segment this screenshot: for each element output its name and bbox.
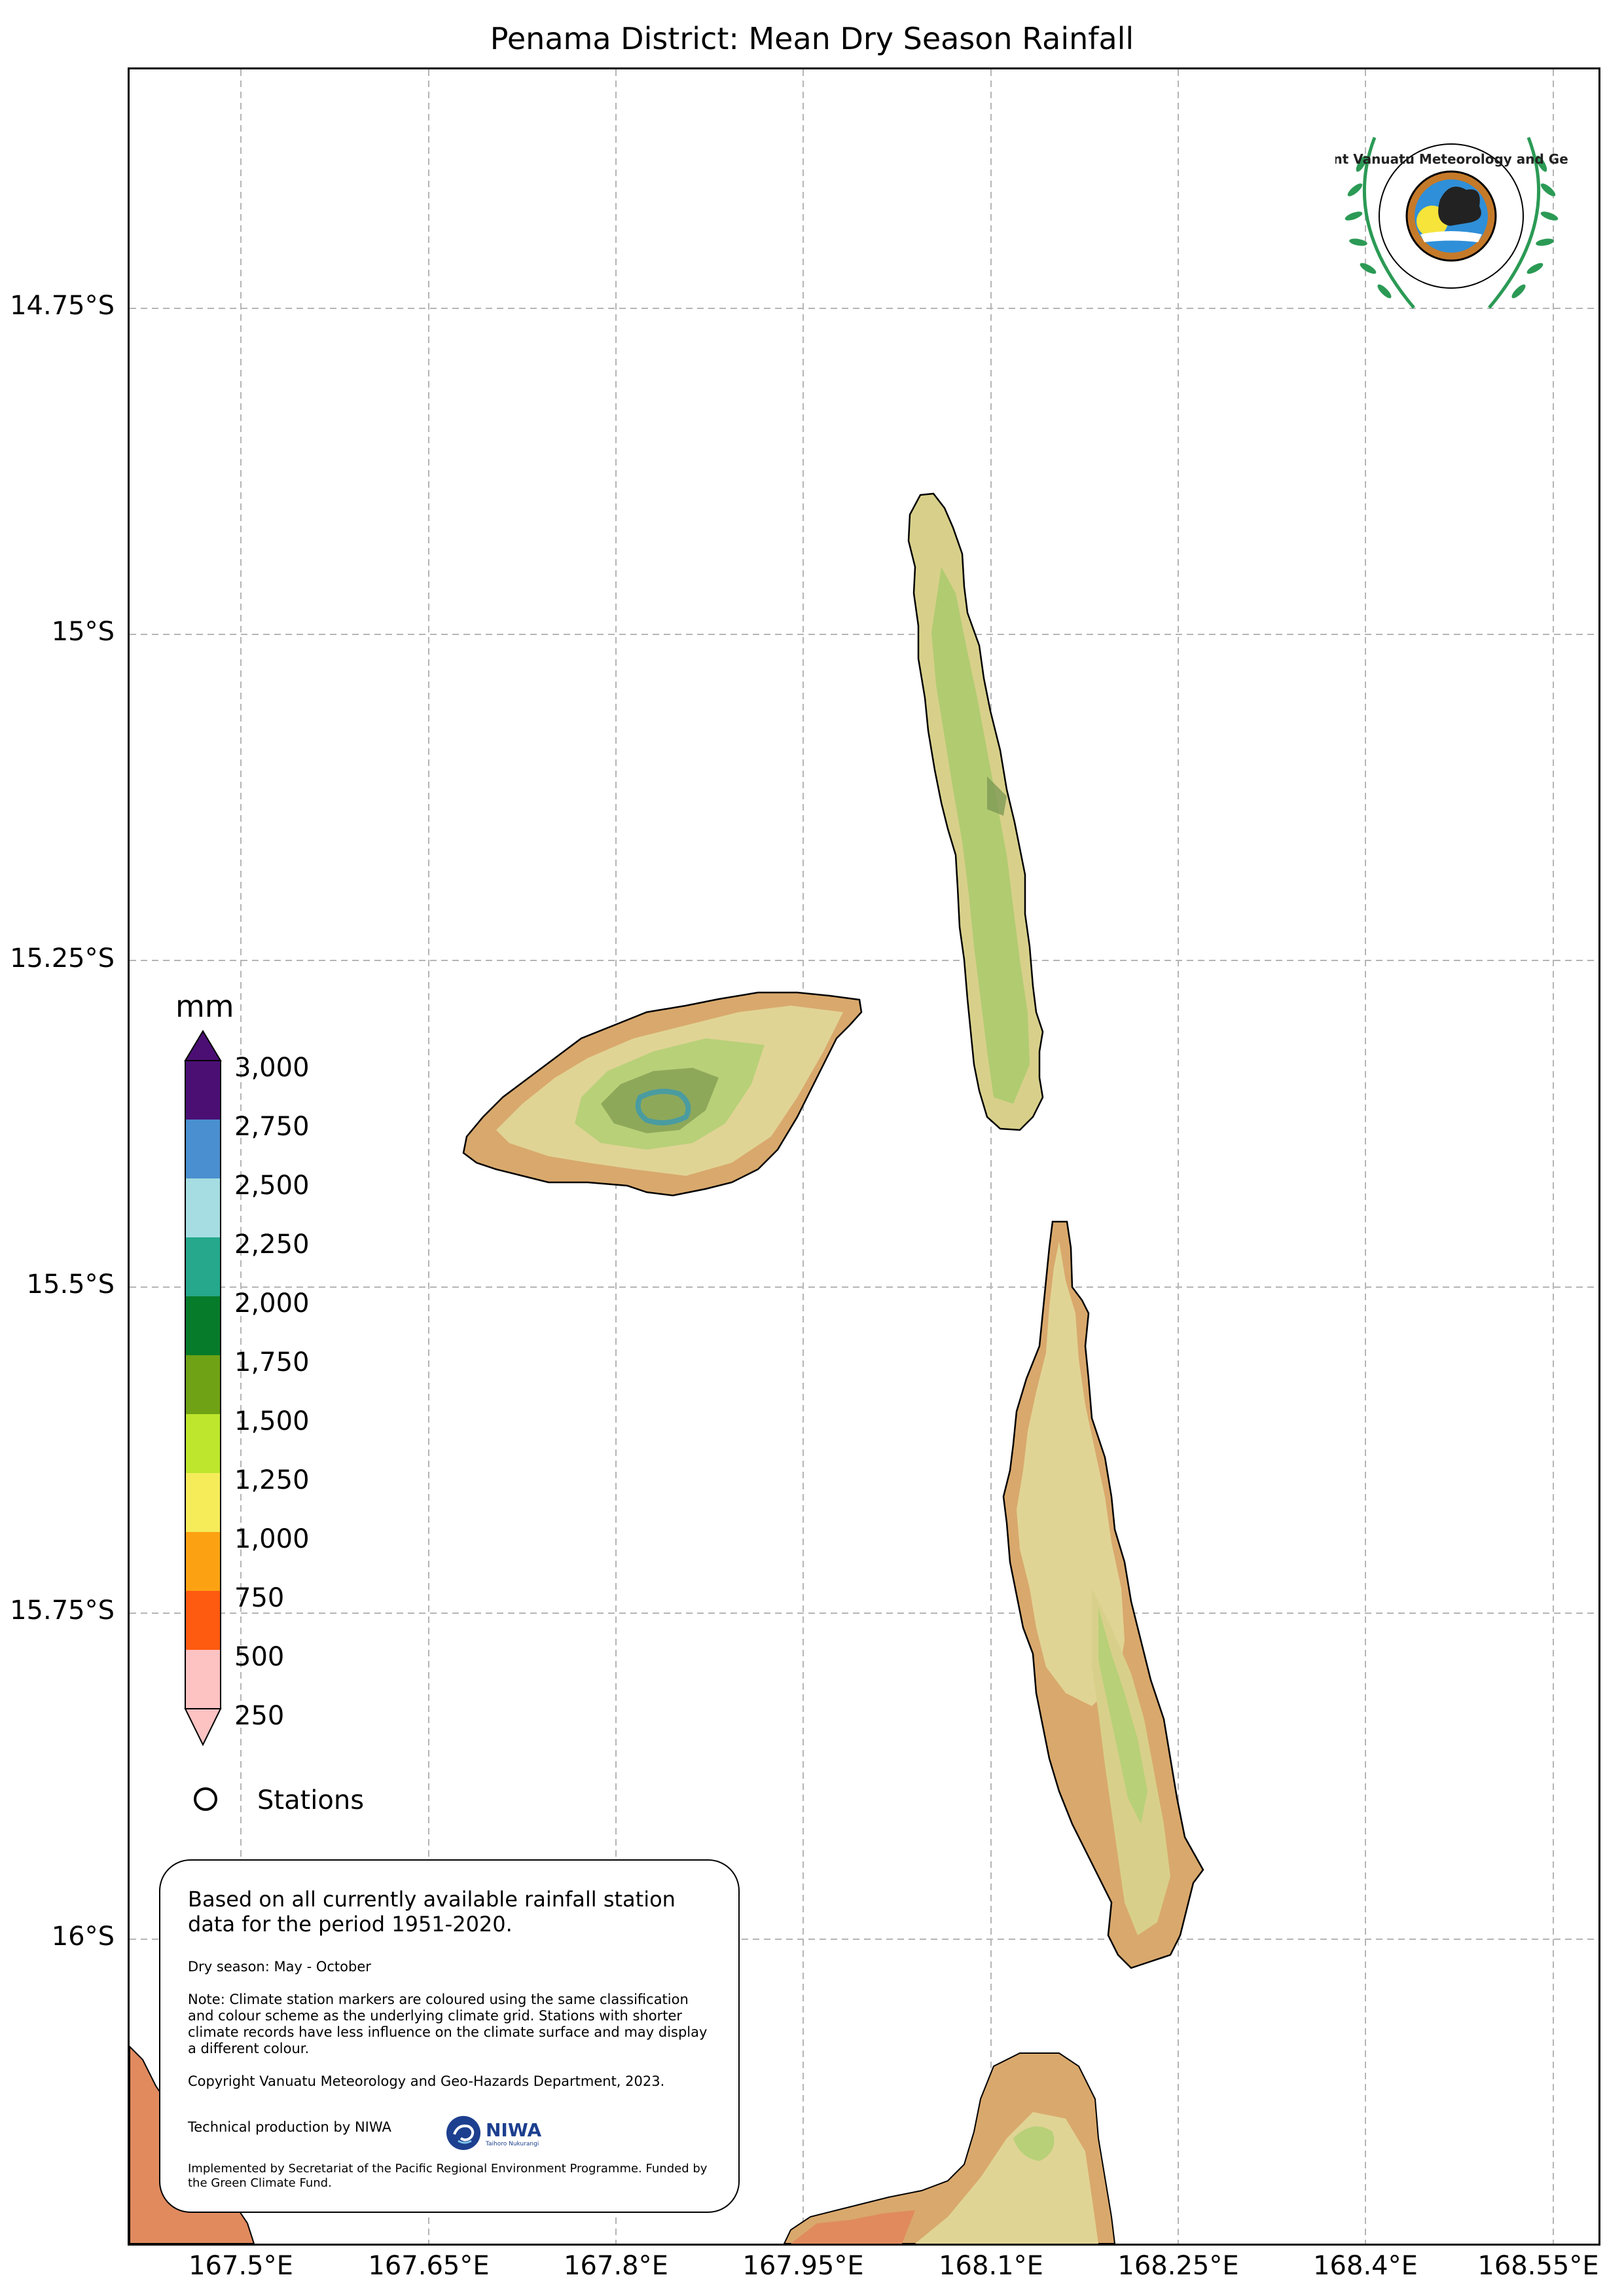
info-season: Dry season: May - October [188,1959,371,1975]
colorbar-label: 1,750 [234,1347,310,1377]
cb-band-250-500 [185,1650,221,1709]
cb-band-1500-1750 [185,1355,221,1414]
info-note: Note: Climate station markers are colour… [188,1992,708,2056]
colorbar-label: 2,000 [234,1288,310,1319]
info-box: Based on all currently available rainfal… [159,1859,740,2213]
colorbar-label: 1,250 [234,1465,310,1495]
vmgd-seal-icon: Department Vanuatu Meteorology and Geo-H… [1260,137,1624,309]
lon-label: 168.4°E [1313,2251,1418,2281]
colorbar-label: 1,000 [234,1524,310,1554]
niwa-name: NIWA [486,2119,542,2141]
colorbar-label: 3,000 [234,1053,310,1083]
lat-label: 14.75°S [10,291,115,321]
info-funding: Implemented by Secretariat of the Pacifi… [188,2162,708,2190]
lon-label: 168.1°E [939,2251,1043,2281]
niwa-subtitle: Taihoro Nukurangi [486,2140,539,2147]
island-pentecost [1002,1220,1204,1969]
colorbar-top-arrow [184,1030,222,1061]
cb-band-1750-2000 [185,1296,221,1355]
colorbar-label: 2,500 [234,1171,310,1201]
lat-label: 15.5°S [26,1269,115,1300]
cb-band-2000-2250 [185,1237,221,1296]
pentecost-green-core [1098,1608,1147,1824]
lon-label: 167.65°E [368,2251,490,2281]
colorbar-label: 250 [234,1701,285,1731]
info-copyright: Copyright Vanuatu Meteorology and Geo-Ha… [188,2073,665,2089]
stations-legend-label: Stations [257,1785,365,1815]
island-ambrym-partial [783,2052,1116,2244]
lon-label: 167.95°E [742,2251,864,2281]
cb-band-750-1000 [185,1532,221,1591]
colorbar-label: 750 [234,1583,285,1613]
colorbar-label: 500 [234,1642,285,1672]
lat-label: 15.75°S [10,1595,115,1626]
cb-band-1250-1500 [185,1414,221,1473]
station-marker-icon [194,1787,217,1811]
cb-band-2250-2500 [185,1178,221,1237]
maewo-green-core [931,567,1030,1104]
pentecost-yellow-zone [1017,1241,1125,1706]
colorbar-label: 2,750 [234,1112,310,1142]
cb-band-2500-2750 [185,1120,221,1178]
info-production: Technical production by NIWA [188,2119,391,2135]
vmgd-logo: Department Vanuatu Meteorology and Geo-H… [1260,111,1624,334]
ambae-darkgreen-zone [601,1068,719,1133]
cb-band-1000-1250 [185,1473,221,1532]
map-title: Penama District: Mean Dry Season Rainfal… [490,21,1134,56]
niwa-swirl-icon [446,2116,480,2150]
lat-label: 16°S [51,1922,115,1952]
colorbar-label: 2,250 [234,1230,310,1260]
lat-label: 15.25°S [10,943,115,974]
colorbar-unit: mm [175,989,234,1024]
colorbar-label: 1,500 [234,1406,310,1436]
lon-label: 168.25°E [1117,2251,1239,2281]
map-canvas [130,69,1598,2244]
ambae-crater-lake [635,1089,691,1125]
logo-text: Department Vanuatu Meteorology and Geo-H… [1335,151,1568,167]
lon-label: 167.5°E [189,2251,293,2281]
lon-label: 168.55°E [1477,2251,1599,2281]
island-maewo [907,492,1044,1131]
island-ambae [462,991,863,1197]
ambrym-orange-left [791,2210,915,2244]
cb-band-500-750 [185,1591,221,1650]
lat-label: 15°S [51,617,115,647]
lon-label: 167.8°E [564,2251,668,2281]
ambrym-green-peak [1013,2126,1055,2161]
cb-band-2750-3000 [185,1061,221,1120]
colorbar-bottom-arrow [184,1708,222,1747]
info-main-text: Based on all currently available rainfal… [188,1887,676,1937]
niwa-logo: NIWA Taihoro Nukurangi [445,2115,541,2151]
grid-lines [130,69,1598,2244]
maewo-dark-patch [987,776,1007,816]
colorbar [184,1030,222,1747]
